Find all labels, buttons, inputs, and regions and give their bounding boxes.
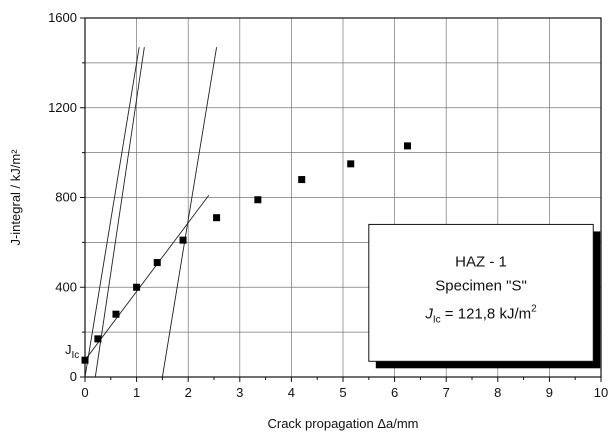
- annotation-line-2: Specimen "S": [435, 277, 527, 294]
- annotation-box: HAZ - 1 Specimen "S" JIc = 121,8 kJ/m2: [368, 223, 601, 369]
- annotation-line-3: JIc = 121,8 kJ/m2: [424, 303, 537, 325]
- jic-sub: Ic: [72, 350, 80, 361]
- x-tick-label: 0: [81, 385, 88, 400]
- annotation-panel: [368, 223, 594, 362]
- construction-lines: [84, 47, 218, 378]
- x-tick-label: 6: [391, 385, 398, 400]
- construction-line: [84, 194, 210, 361]
- data-point: [94, 335, 102, 343]
- x-tick-label: 5: [339, 385, 346, 400]
- grid-lines: [80, 17, 602, 382]
- y-tick-label: 0: [70, 369, 77, 384]
- plot-frame: [84, 17, 602, 378]
- data-point: [213, 214, 221, 222]
- annotation-line-1: HAZ - 1: [455, 253, 507, 270]
- data-points: [81, 142, 411, 364]
- y-axis-title-main: J-integral / kJ/m²: [8, 149, 23, 246]
- x-tick-label: 4: [288, 385, 295, 400]
- x-tick-label: 9: [546, 385, 553, 400]
- annotation-value: = 121,8 kJ/m: [441, 305, 531, 322]
- x-tick-label: 2: [185, 385, 192, 400]
- annotation-sub: Ic: [433, 314, 441, 325]
- construction-line: [84, 47, 140, 378]
- x-tick-labels: 0 1 2 3 4 5 6 7 8 9 10: [81, 385, 608, 400]
- y-tick-label: 800: [55, 190, 77, 205]
- jic-axis-label: JIc: [65, 342, 79, 361]
- y-tick-label: 400: [55, 279, 77, 294]
- data-point: [133, 283, 141, 291]
- x-tick-label: 10: [594, 385, 608, 400]
- y-tick-label: 1200: [48, 100, 77, 115]
- y-tick-labels: 0 400 800 1200 1600: [48, 10, 77, 384]
- x-tick-label: 7: [443, 385, 450, 400]
- jic-j: J: [65, 342, 72, 357]
- data-point: [112, 310, 120, 318]
- x-tick-label: 3: [236, 385, 243, 400]
- y-tick-label: 1600: [48, 10, 77, 25]
- data-point: [404, 142, 411, 150]
- data-point: [298, 176, 306, 184]
- data-point: [153, 259, 161, 267]
- annotation-j: J: [424, 305, 433, 322]
- construction-line: [161, 47, 218, 378]
- data-point: [347, 160, 355, 168]
- annotation-sup: 2: [531, 303, 537, 314]
- x-axis-title: Crack propagation Δa/mm: [267, 416, 418, 431]
- data-point: [254, 196, 262, 204]
- y-axis-title: J-integral / kJ/m²: [8, 149, 23, 246]
- x-tick-label: 8: [494, 385, 501, 400]
- data-point: [81, 356, 89, 364]
- data-point: [179, 236, 187, 244]
- x-tick-label: 1: [133, 385, 140, 400]
- construction-line: [94, 47, 145, 378]
